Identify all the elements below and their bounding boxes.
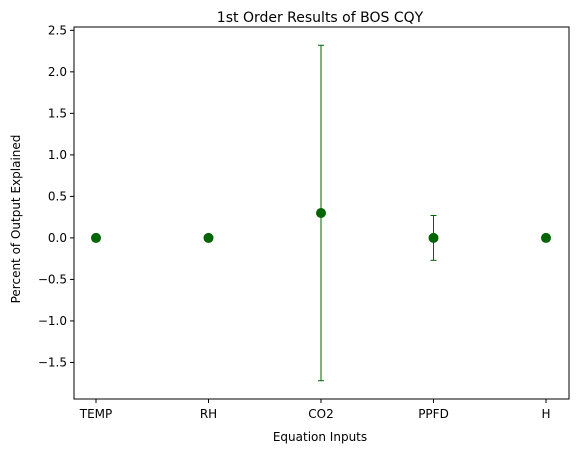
y-tick-label: 1.5 xyxy=(48,106,67,120)
data-point xyxy=(541,232,551,243)
y-tick-label: −1.0 xyxy=(38,314,67,328)
x-tick-label: H xyxy=(541,407,550,421)
data-point xyxy=(203,232,214,243)
plot-area: −1.5 −1.0 −0.5 0.0 0.5 1.0 1.5 2.0 2.5 TEMP RH CO2 P… xyxy=(38,23,570,421)
y-tick-label: 0.5 xyxy=(48,189,67,203)
y-tick-label: 2.0 xyxy=(48,65,67,79)
x-tick-label: RH xyxy=(200,407,217,421)
x-tick-label: TEMP xyxy=(79,407,113,421)
data-point xyxy=(316,208,326,218)
x-tick-label: PPFD xyxy=(418,407,449,421)
chart-title: 1st Order Results of BOS CQY xyxy=(217,10,424,26)
y-tick-label: 1.0 xyxy=(48,148,67,162)
y-tick-label: 2.5 xyxy=(48,23,67,37)
y-tick-label: −1.5 xyxy=(38,355,67,369)
x-tick-label: CO2 xyxy=(308,407,333,421)
data-point xyxy=(91,232,101,243)
y-axis-title: Percent of Output Explained xyxy=(9,135,23,304)
x-axis-title: Equation Inputs xyxy=(273,430,367,444)
y-tick-label: −0.5 xyxy=(38,272,67,286)
y-tick-label: 0.0 xyxy=(48,231,67,245)
data-point xyxy=(428,232,439,243)
